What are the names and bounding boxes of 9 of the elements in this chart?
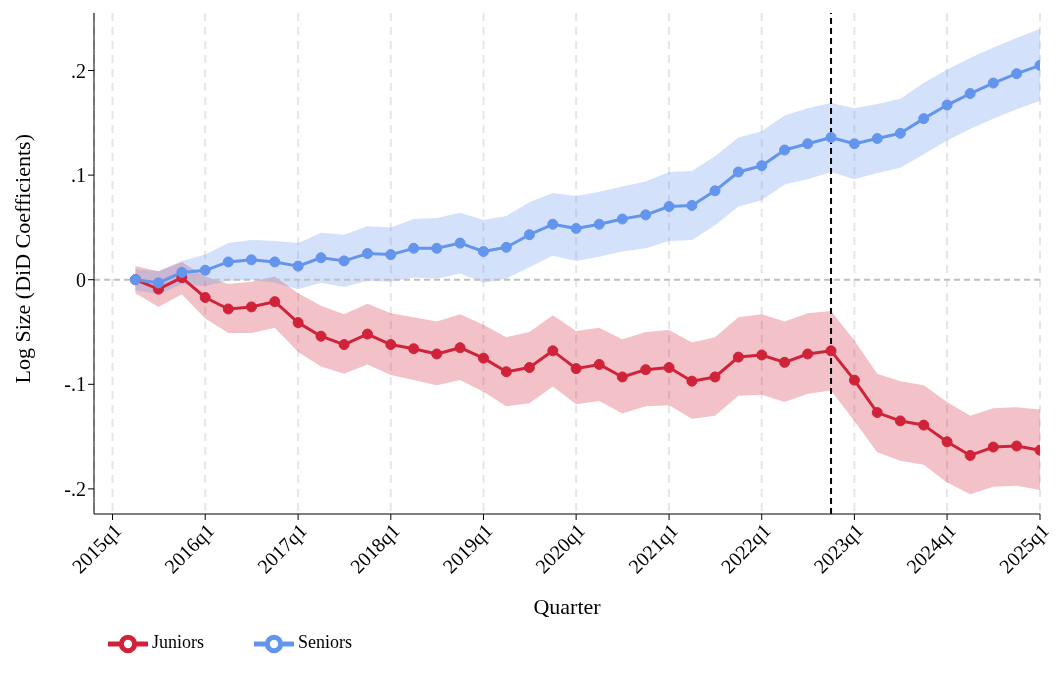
y-tick-label: 0	[76, 268, 86, 291]
y-tick-label: .2	[71, 59, 86, 82]
x-axis-title: Quarter	[533, 594, 602, 619]
y-tick-label: .1	[71, 164, 86, 187]
legend-label: Juniors	[152, 632, 205, 653]
y-tick-label: -.1	[64, 373, 86, 396]
legend-label: Seniors	[298, 632, 353, 653]
y-tick-label: -.2	[64, 478, 86, 500]
y-axis-title: Log Size (DiD Coefficients)	[9, 134, 35, 384]
